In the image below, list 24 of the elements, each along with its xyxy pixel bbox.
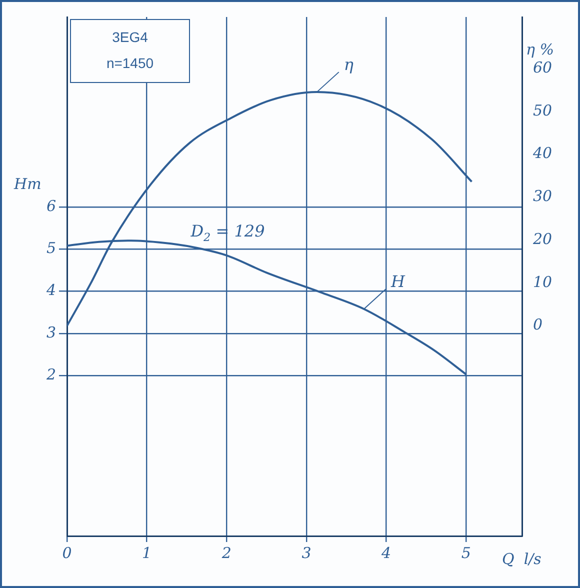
y2-tick-label: 60 bbox=[533, 58, 553, 76]
y-tick-label: 4 bbox=[45, 281, 56, 300]
y-axis-title: Hm bbox=[13, 174, 42, 193]
y-tick-label: 5 bbox=[46, 238, 56, 257]
title-box: 3EG4 n=1450 bbox=[70, 19, 190, 83]
y2-tick-label: 40 bbox=[532, 144, 553, 162]
y2-tick-label: 10 bbox=[533, 272, 553, 291]
y2-axis-title: η % bbox=[526, 40, 554, 58]
x-axis-title: Q l/s bbox=[502, 550, 542, 568]
x-tick-label: 1 bbox=[142, 544, 152, 562]
x-tick-label: 3 bbox=[302, 544, 312, 562]
series-label: H bbox=[390, 272, 406, 291]
x-tick-label: 5 bbox=[461, 544, 471, 562]
y-tick-label: 6 bbox=[46, 196, 56, 215]
y2-tick-label: 30 bbox=[533, 187, 553, 206]
y2-tick-label: 0 bbox=[533, 316, 543, 334]
y-tick-label: 3 bbox=[46, 323, 56, 342]
y2-tick-label: 20 bbox=[532, 230, 553, 248]
x-tick-label: 0 bbox=[62, 544, 72, 562]
y2-tick-label: 50 bbox=[533, 101, 553, 120]
x-tick-label: 2 bbox=[220, 544, 232, 562]
x-tick-label: 4 bbox=[380, 544, 392, 562]
series-label: η bbox=[344, 55, 354, 74]
y-tick-label: 2 bbox=[45, 366, 56, 384]
